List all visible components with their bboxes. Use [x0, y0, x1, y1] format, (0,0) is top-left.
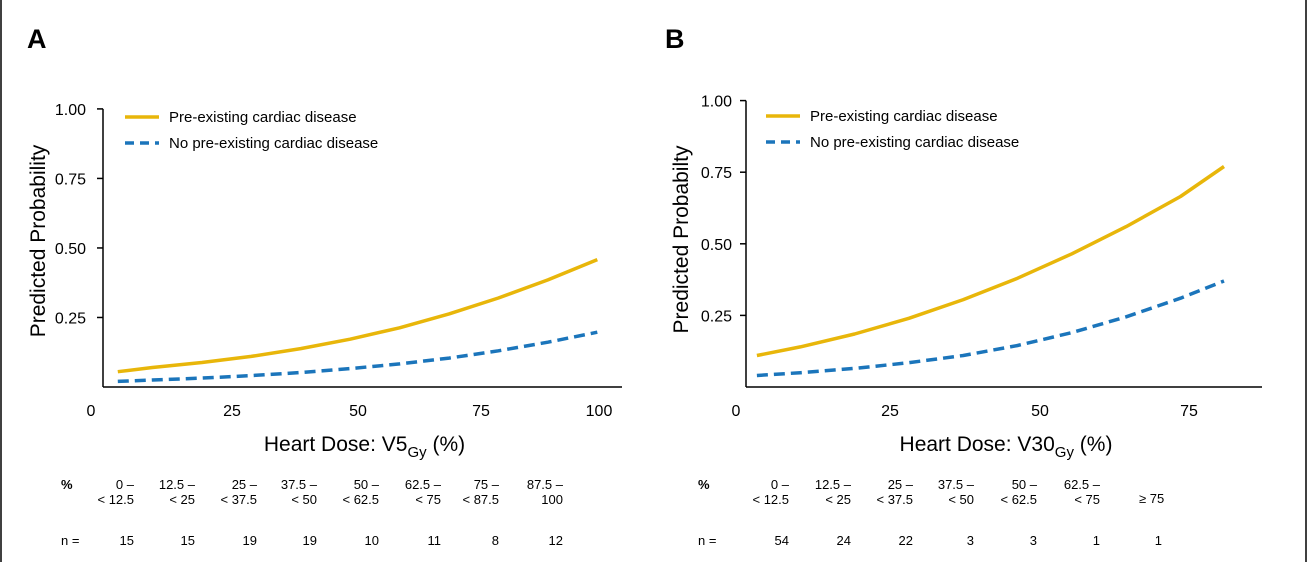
table-range-start: 25 – — [888, 477, 914, 492]
table-count: 11 — [428, 533, 442, 548]
series-line-cardiac-disease — [117, 257, 598, 374]
table-range-end: < 50 — [948, 492, 974, 507]
x-tick-label: 75 — [1180, 403, 1198, 420]
y-tick-label: 0.25 — [55, 310, 86, 327]
x-axis-title-subscript: Gy — [407, 444, 427, 461]
y-tick-label: 0.75 — [701, 165, 732, 182]
y-tick-label: 0.50 — [55, 241, 86, 258]
x-tick-label: 75 — [472, 403, 490, 420]
table-range-start: 50 – — [1012, 477, 1038, 492]
table-range-end: < 50 — [291, 492, 317, 507]
x-axis-title-unit: (%) — [427, 433, 466, 456]
series-line-no-cardiac-disease — [117, 330, 598, 384]
table-count: 3 — [1030, 533, 1037, 548]
table-range-start: 62.5 – — [1064, 477, 1101, 492]
table-range-end: < 62.5 — [1000, 492, 1037, 507]
table-range-end: < 12.5 — [97, 492, 134, 507]
series-line-no-cardiac-disease — [756, 279, 1225, 378]
table-count: 8 — [492, 533, 499, 548]
table-percent-label: % — [698, 477, 710, 492]
table-count: 12 — [549, 533, 563, 548]
table-range-end: < 87.5 — [462, 492, 499, 507]
table-count: 1 — [1155, 533, 1162, 548]
x-axis-title: Heart Dose: V5Gy (%) — [264, 433, 465, 461]
x-axis-title: Heart Dose: V30Gy (%) — [900, 433, 1113, 461]
table-range-start: 87.5 – — [527, 477, 564, 492]
table-range-start: 0 – — [771, 477, 790, 492]
y-tick-label: 1.00 — [55, 102, 86, 119]
table-range-end: < 37.5 — [876, 492, 913, 507]
table-count: 54 — [775, 533, 789, 548]
y-tick-label: 1.00 — [701, 94, 732, 111]
table-n-label: n = — [698, 533, 716, 548]
x-tick-label: 50 — [1031, 403, 1049, 420]
x-tick-label: 100 — [586, 403, 613, 420]
table-range-start: 37.5 – — [281, 477, 318, 492]
y-tick-label: 0.75 — [55, 171, 86, 188]
table-count: 15 — [181, 533, 195, 548]
table-range-end: < 25 — [825, 492, 851, 507]
table-range-start: 12.5 – — [815, 477, 852, 492]
series-line-cardiac-disease — [756, 165, 1225, 358]
table-range-start: 37.5 – — [938, 477, 975, 492]
x-axis-title-main: Heart Dose: V5 — [264, 433, 408, 456]
table-count: 19 — [303, 533, 317, 548]
table-range-end: < 75 — [1074, 492, 1100, 507]
table-range-end: < 75 — [415, 492, 441, 507]
table-range-start: 0 – — [116, 477, 135, 492]
table-count: 19 — [243, 533, 257, 548]
x-tick-label: 0 — [732, 403, 741, 420]
table-count: 3 — [967, 533, 974, 548]
x-axis-title-main: Heart Dose: V30 — [900, 433, 1055, 456]
table-range-end: < 12.5 — [752, 492, 789, 507]
legend-label: No pre-existing cardiac disease — [169, 135, 378, 152]
x-axis-title-unit: (%) — [1074, 433, 1113, 456]
x-tick-label: 25 — [223, 403, 241, 420]
panel-b: B 0.25 0.50 0.75 1.00 0 25 50 75 Predicted Probab… — [665, 24, 1262, 548]
y-axis-title: Predicted Probabilty — [670, 145, 693, 333]
legend-label: Pre-existing cardiac disease — [169, 109, 357, 126]
table-range-start: 50 – — [354, 477, 380, 492]
panel-letter: B — [665, 24, 685, 54]
y-tick-label: 0.50 — [701, 237, 732, 254]
table-count: 10 — [365, 533, 379, 548]
x-axis-title-subscript: Gy — [1055, 444, 1075, 461]
table-count: 15 — [120, 533, 134, 548]
table-range-end: ≥ 75 — [1139, 491, 1164, 506]
y-tick-label: 0.25 — [701, 308, 732, 325]
x-tick-label: 50 — [349, 403, 367, 420]
table-range-end: < 37.5 — [220, 492, 257, 507]
table-count: 24 — [837, 533, 851, 548]
y-axis-title: Predicted Probability — [27, 144, 50, 337]
x-tick-label: 0 — [87, 403, 96, 420]
table-count: 22 — [899, 533, 913, 548]
panel-letter: A — [27, 24, 47, 54]
table-n-label: n = — [61, 533, 79, 548]
table-range-start: 62.5 – — [405, 477, 442, 492]
table-range-end: < 62.5 — [342, 492, 379, 507]
table-range-end: 100 — [541, 492, 563, 507]
table-range-start: 75 – — [474, 477, 500, 492]
table-range-start: 25 – — [232, 477, 258, 492]
table-range-start: 12.5 – — [159, 477, 196, 492]
x-tick-label: 25 — [881, 403, 899, 420]
panel-a: A 0.25 0.50 0.75 1.00 0 25 50 75 100 Predicted Pro… — [27, 24, 622, 548]
table-count: 1 — [1093, 533, 1100, 548]
table-range-end: < 25 — [169, 492, 195, 507]
table-percent-label: % — [61, 477, 73, 492]
legend-label: No pre-existing cardiac disease — [810, 134, 1019, 151]
legend-label: Pre-existing cardiac disease — [810, 108, 998, 125]
